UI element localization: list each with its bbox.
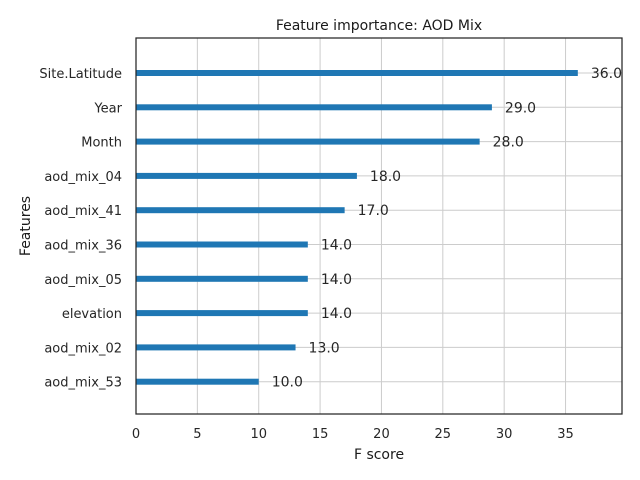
bar-value-label: 10.0 bbox=[272, 375, 303, 391]
bar-value-label: 28.0 bbox=[493, 135, 524, 151]
y-tick-label: Year bbox=[93, 101, 122, 116]
bar bbox=[136, 172, 357, 179]
bar-value-label: 14.0 bbox=[321, 238, 352, 254]
bar-value-label: 17.0 bbox=[358, 203, 389, 219]
plot-frame bbox=[135, 37, 623, 415]
bars bbox=[136, 70, 578, 385]
y-tick-label: aod_mix_04 bbox=[44, 170, 122, 185]
y-tick-label: Month bbox=[81, 136, 122, 151]
chart-title: Feature importance: AOD Mix bbox=[276, 18, 482, 34]
y-tick-label: aod_mix_05 bbox=[44, 273, 122, 288]
value-labels: 36.0 29.0 28.0 18.0 17.0 14.0 14.0 14.0 13.0 10.0 bbox=[272, 66, 622, 391]
x-tick-label: 35 bbox=[557, 427, 574, 442]
y-tick-label: Site.Latitude bbox=[39, 67, 122, 82]
grid-lines bbox=[135, 38, 622, 414]
x-tick-label: 10 bbox=[250, 427, 267, 442]
x-tick-label: 30 bbox=[496, 427, 513, 442]
bar-value-label: 14.0 bbox=[321, 306, 352, 322]
bar-value-label: 18.0 bbox=[370, 169, 401, 185]
x-axis-label: F score bbox=[354, 447, 404, 463]
x-tick-labels: 0 5 10 15 20 25 30 35 bbox=[132, 427, 574, 442]
bar bbox=[136, 138, 480, 145]
bar bbox=[136, 344, 296, 351]
bar bbox=[136, 207, 345, 214]
bar-value-label: 29.0 bbox=[505, 100, 536, 116]
bar bbox=[136, 70, 578, 76]
y-tick-label: aod_mix_02 bbox=[44, 341, 122, 356]
bar bbox=[136, 104, 492, 111]
x-tick-label: 15 bbox=[312, 427, 329, 442]
y-tick-label: aod_mix_53 bbox=[44, 376, 122, 391]
x-tick-label: 25 bbox=[435, 427, 452, 442]
y-tick-label: aod_mix_36 bbox=[44, 239, 122, 254]
x-tick-label: 0 bbox=[132, 427, 140, 442]
bar bbox=[136, 275, 308, 282]
x-tick-label: 20 bbox=[373, 427, 390, 442]
y-tick-label: elevation bbox=[62, 307, 122, 322]
x-tick-label: 5 bbox=[193, 427, 201, 442]
y-axis-label: Features bbox=[18, 196, 34, 256]
bar bbox=[136, 378, 259, 385]
y-tick-labels: Site.Latitude Year Month aod_mix_04 aod_mix_… bbox=[39, 67, 122, 391]
bar-value-label: 14.0 bbox=[321, 272, 352, 288]
bar bbox=[136, 310, 308, 317]
bar-value-label: 36.0 bbox=[591, 66, 622, 82]
y-tick-label: aod_mix_41 bbox=[44, 204, 122, 219]
bar-value-label: 13.0 bbox=[309, 340, 340, 356]
bar bbox=[136, 241, 308, 248]
